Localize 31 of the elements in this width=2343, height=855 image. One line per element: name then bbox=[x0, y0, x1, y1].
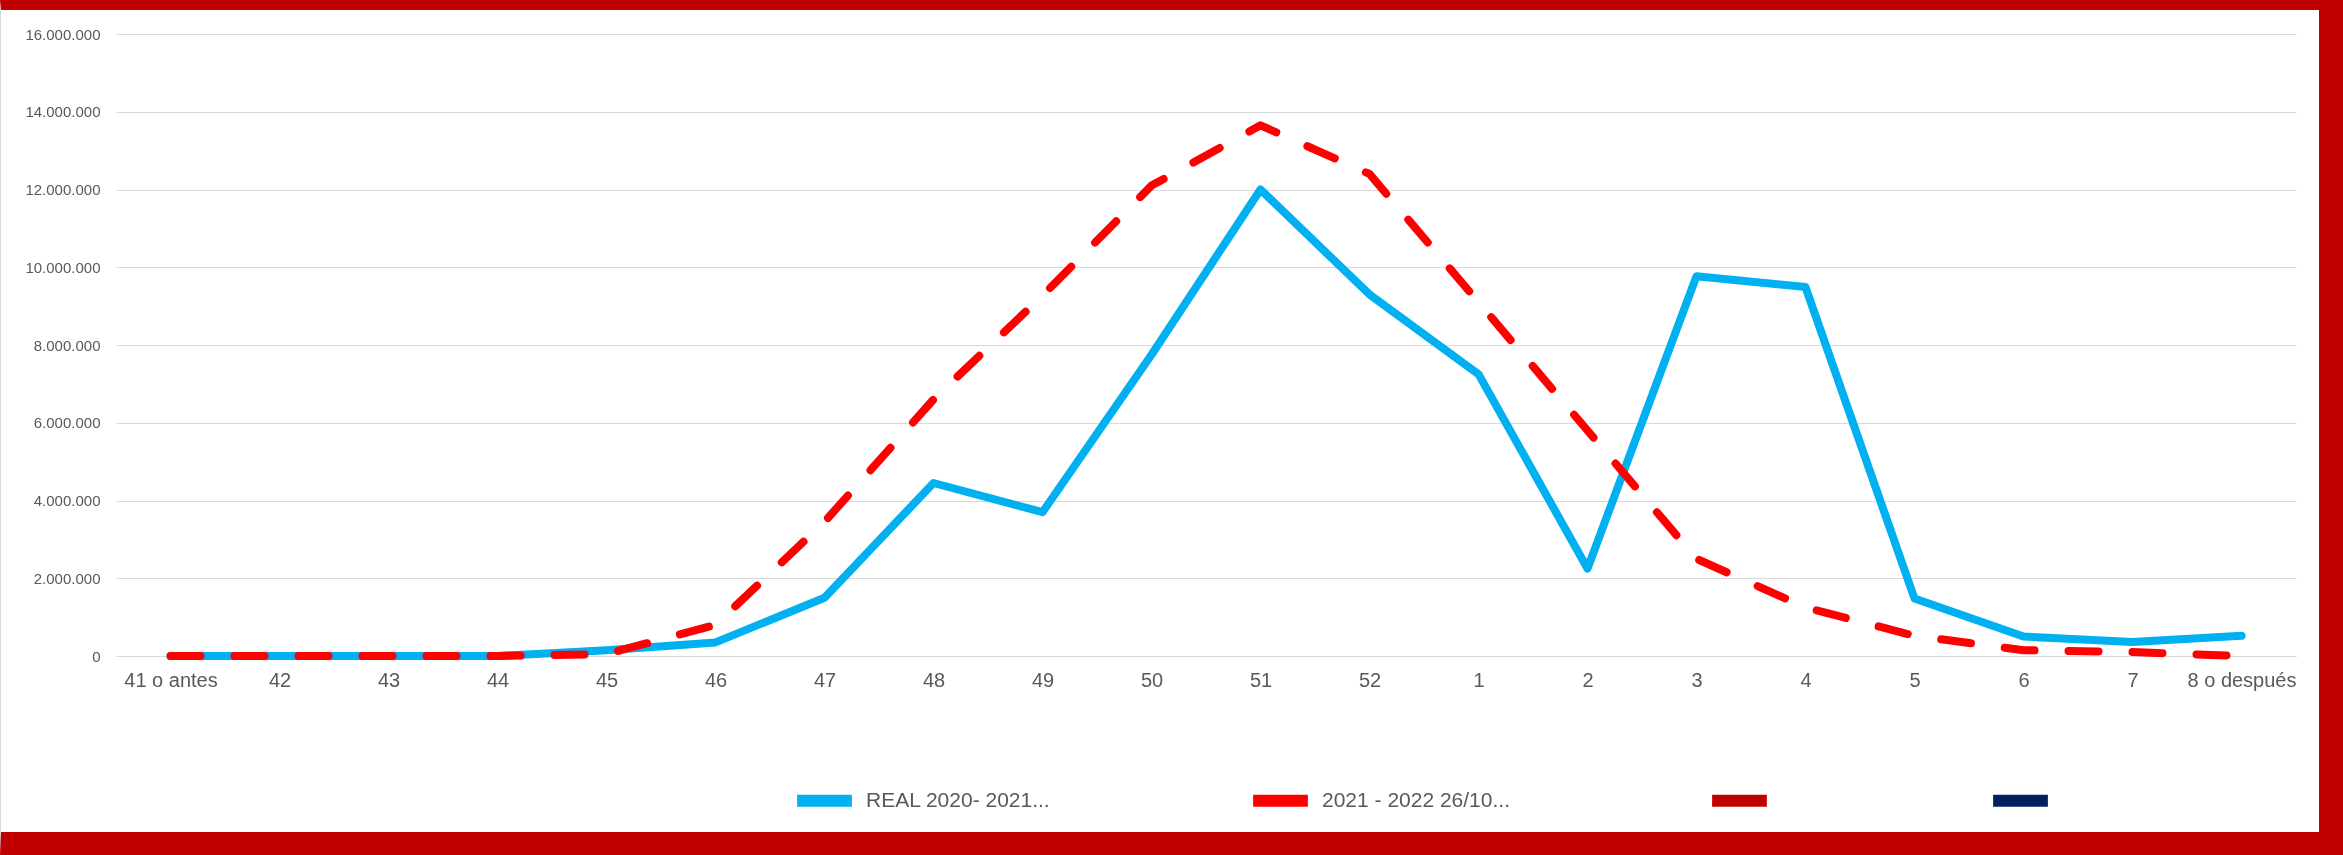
x-tick-label: 47 bbox=[813, 668, 837, 691]
y-tick-label: 8.000.000 bbox=[33, 336, 101, 354]
x-tick-label: 49 bbox=[1031, 668, 1055, 691]
x-tick-label: 1 bbox=[1473, 668, 1485, 691]
x-tick-label: 6 bbox=[2018, 668, 2030, 691]
x-tick-label: 5 bbox=[1909, 668, 1921, 691]
y-tick-label: 16.000.000 bbox=[25, 25, 101, 43]
y-tick-label: 12.000.000 bbox=[25, 181, 101, 198]
x-tick-label: 46 bbox=[704, 668, 728, 691]
legend-label: REAL 2020- 2021... bbox=[866, 787, 1050, 811]
y-tick-label: 0 bbox=[92, 647, 101, 665]
y-tick-label: 2.000.000 bbox=[33, 569, 101, 587]
x-tick-label: 8 o después bbox=[2187, 668, 2297, 691]
x-tick-label: 41 o antes bbox=[124, 668, 218, 691]
x-tick-label: 2 bbox=[1582, 668, 1594, 691]
y-tick-label: 4.000.000 bbox=[33, 492, 101, 509]
legend-label: 2021 - 2022 26/10... bbox=[1322, 787, 1510, 811]
y-tick-label: 6.000.000 bbox=[33, 414, 101, 432]
x-tick-label: 3 bbox=[1691, 668, 1703, 691]
x-tick-label: 42 bbox=[268, 668, 292, 691]
x-tick-label: 44 bbox=[486, 668, 510, 691]
x-tick-label: 52 bbox=[1358, 668, 1382, 691]
x-tick-label: 7 bbox=[2127, 668, 2139, 691]
x-tick-label: 51 bbox=[1249, 668, 1273, 691]
x-tick-label: 43 bbox=[377, 668, 401, 691]
x-tick-label: 48 bbox=[922, 668, 946, 691]
y-tick-label: 10.000.000 bbox=[25, 258, 101, 276]
y-tick-label: 14.000.000 bbox=[25, 103, 101, 121]
x-tick-label: 50 bbox=[1140, 668, 1164, 691]
x-tick-label: 4 bbox=[1800, 668, 1812, 691]
x-tick-label: 45 bbox=[595, 668, 619, 691]
